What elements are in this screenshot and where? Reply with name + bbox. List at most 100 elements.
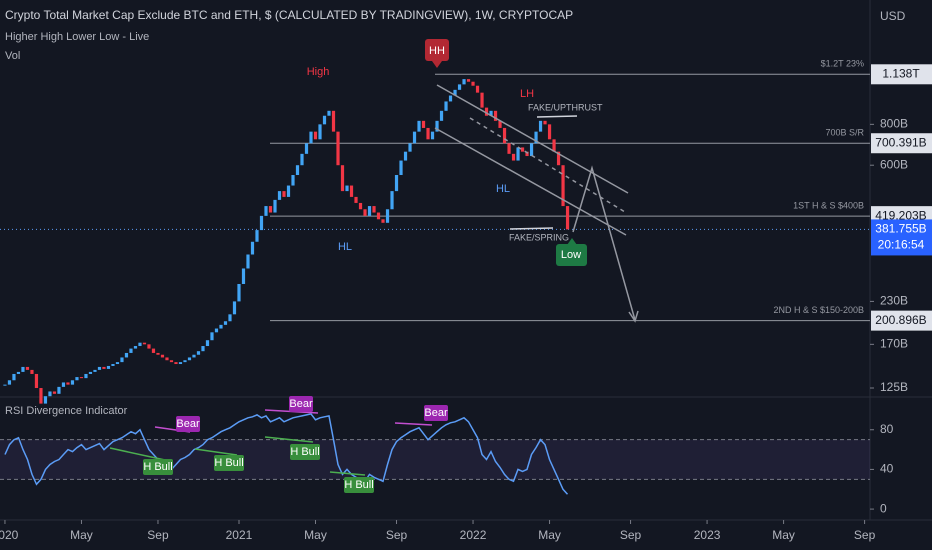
drawings: [434, 84, 639, 323]
candle: [313, 131, 318, 140]
candle: [48, 391, 52, 397]
candle: [183, 360, 187, 363]
x-tick-label: Sep: [147, 528, 169, 542]
candle: [448, 95, 453, 102]
candle: [223, 321, 228, 325]
candle: [336, 131, 340, 166]
candle: [246, 254, 250, 269]
x-tick-label: May: [304, 528, 327, 542]
candle: [318, 124, 322, 140]
candle: [79, 377, 84, 379]
x-tick-label: May: [538, 528, 561, 542]
candle: [43, 396, 48, 404]
candle: [156, 352, 160, 355]
candle: [34, 373, 39, 389]
candle: [417, 120, 421, 132]
rsi-title: RSI Divergence Indicator: [5, 405, 128, 417]
candle: [340, 165, 345, 192]
candle: [354, 196, 358, 203]
candle: [408, 143, 412, 152]
x-tick-label: 2020: [0, 528, 19, 542]
candle: [412, 131, 417, 144]
candle: [520, 147, 525, 152]
candle: [12, 373, 16, 381]
price-box: [871, 64, 932, 85]
candle: [552, 139, 556, 152]
candle: [75, 377, 79, 381]
candle: [466, 79, 471, 82]
price-box-label: 381.755B: [875, 222, 926, 236]
candle: [102, 366, 106, 369]
candle: [7, 380, 12, 385]
candle: [480, 92, 484, 108]
tag-pointer: [567, 238, 577, 245]
candle: [169, 360, 174, 363]
candle: [502, 127, 507, 144]
tag-bg: [290, 444, 320, 460]
candle: [237, 283, 241, 302]
candle: [426, 127, 430, 140]
rsi-y-tick-label: 80: [880, 422, 894, 436]
candle: [88, 371, 93, 374]
candle: [21, 366, 25, 372]
candle: [498, 120, 502, 128]
annotation: HH: [429, 45, 445, 57]
candle: [106, 365, 111, 369]
candle: [304, 143, 309, 154]
candle: [255, 230, 259, 242]
unit-label: USD: [880, 9, 906, 23]
rsi-label: Bear: [176, 418, 200, 430]
channel-bottom: [434, 127, 627, 236]
price-box: [871, 133, 932, 154]
candle: [84, 373, 88, 379]
candle: [201, 346, 205, 352]
candle: [147, 344, 151, 349]
x-tick-label: May: [70, 528, 93, 542]
candle: [349, 185, 354, 197]
y-tick-label: 600B: [880, 157, 908, 171]
rsi-label: H Bull: [344, 479, 373, 491]
y-tick-label: 125B: [880, 380, 908, 394]
annotation: HL: [496, 183, 510, 195]
x-tick-label: Sep: [854, 528, 876, 542]
candle: [30, 369, 34, 374]
y-tick-label: 800B: [880, 117, 908, 131]
candle: [511, 153, 516, 161]
candle: [435, 120, 439, 132]
annotation: FAKE/SPRING: [509, 232, 569, 242]
price-box: [871, 310, 932, 331]
candle: [120, 357, 124, 363]
candle: [277, 191, 282, 200]
candle: [358, 202, 363, 210]
candle: [484, 107, 489, 116]
candle: [430, 131, 435, 140]
candle: [282, 191, 286, 197]
candle: [93, 369, 97, 372]
x-tick-label: 2023: [694, 528, 721, 542]
candle: [543, 120, 547, 125]
candle: [309, 131, 313, 144]
candle: [178, 362, 183, 365]
candle: [399, 160, 403, 176]
candle: [538, 120, 543, 132]
candle: [124, 352, 129, 358]
candle: [363, 209, 367, 216]
candle: [219, 324, 223, 329]
annotation: Low: [561, 249, 581, 261]
candle: [561, 165, 565, 207]
countdown: 20:16:54: [878, 238, 925, 252]
bull-line: [264, 436, 314, 443]
rsi-label: Bear: [289, 398, 313, 410]
candle: [444, 101, 448, 111]
indicator-label: Vol: [5, 50, 20, 62]
price-box-label: 1.138T: [882, 66, 920, 80]
candle: [115, 362, 120, 365]
candle: [187, 357, 192, 361]
rsi-y-tick-label: 0: [880, 501, 887, 515]
arrow-head: [628, 310, 639, 323]
rsi-band: [0, 439, 870, 480]
level-text: $1.2T 23%: [821, 59, 864, 69]
candle: [556, 151, 561, 166]
upthrust-arrow: [536, 115, 578, 118]
